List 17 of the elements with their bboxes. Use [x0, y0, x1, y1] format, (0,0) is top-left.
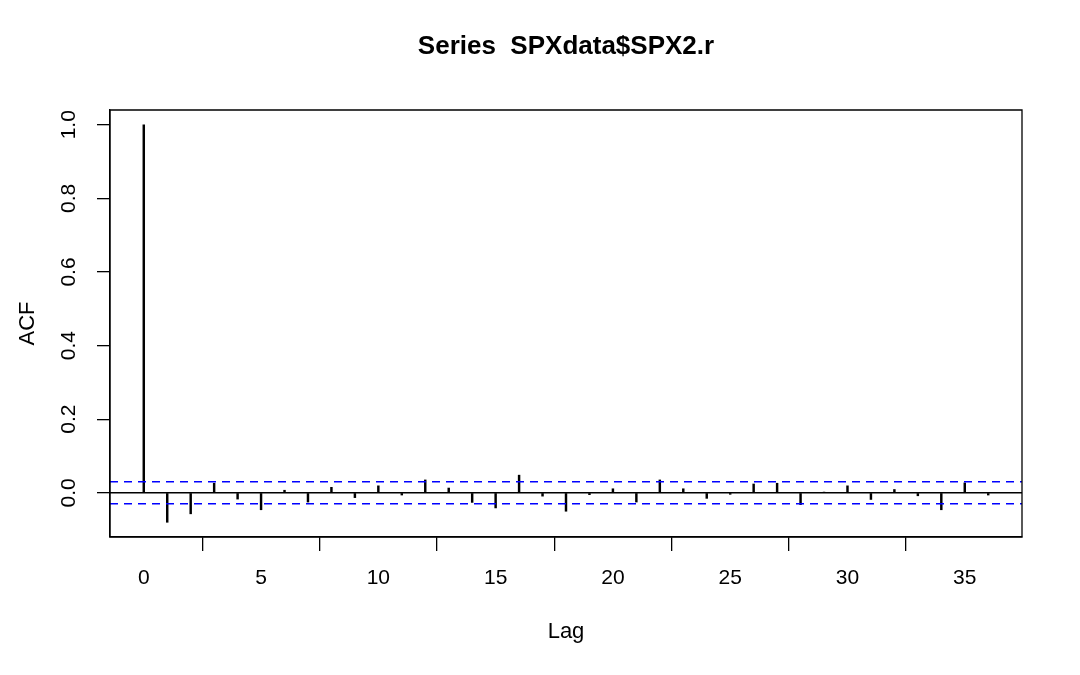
- x-axis-title: Lag: [547, 617, 585, 643]
- y-axis-title: ACF: [14, 301, 40, 346]
- x-tick-label: 20: [601, 565, 625, 589]
- x-tick-label: 30: [835, 565, 860, 589]
- y-tick-label: 0.2: [56, 404, 80, 434]
- x-tick-label: 35: [953, 565, 977, 589]
- x-tick-label: 15: [483, 565, 508, 589]
- y-tick-label: 0.8: [56, 183, 80, 213]
- x-tick-label: 5: [255, 565, 267, 589]
- y-tick-label: 0.0: [56, 478, 80, 508]
- y-tick-label: 1.0: [56, 110, 80, 140]
- y-tick-label: 0.6: [56, 257, 80, 287]
- chart-title: Series SPXdata$SPX2.r: [417, 30, 715, 61]
- x-tick-label: 10: [366, 565, 391, 589]
- x-tick-label: 25: [718, 565, 742, 589]
- y-tick-label: 0.4: [56, 330, 80, 361]
- x-tick-label: 0: [137, 565, 150, 589]
